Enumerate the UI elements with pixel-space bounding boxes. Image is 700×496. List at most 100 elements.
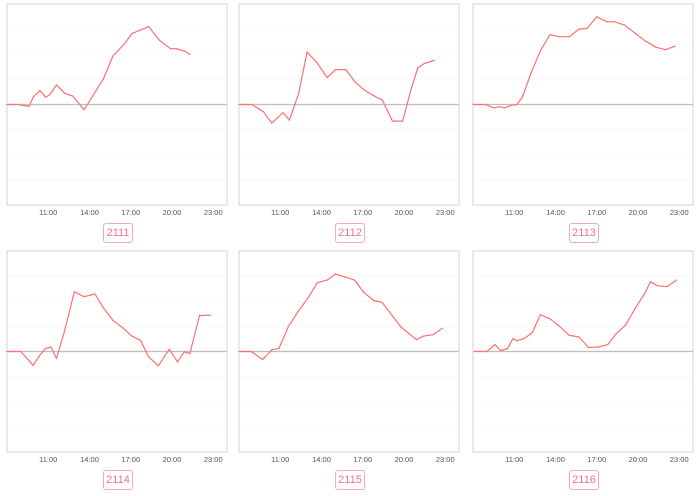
data-point xyxy=(271,122,273,124)
data-point xyxy=(521,96,524,98)
x-tick-label: 14:00 xyxy=(80,208,99,217)
line-chart: 11:00 14:00 17:00 20:00 23:00 xyxy=(472,3,694,217)
data-point xyxy=(498,106,500,108)
data-point xyxy=(578,336,580,338)
data-point xyxy=(539,50,541,52)
data-point xyxy=(607,343,609,346)
x-tick-label: 20:00 xyxy=(395,208,414,217)
data-point xyxy=(139,339,141,341)
data-point xyxy=(623,24,625,26)
x-tick-label: 20:00 xyxy=(629,455,648,464)
data-point xyxy=(334,273,336,275)
data-point xyxy=(625,324,627,326)
series-line xyxy=(7,26,191,111)
data-point xyxy=(675,279,678,281)
data-point xyxy=(209,314,212,316)
data-point xyxy=(391,120,394,122)
data-point xyxy=(148,356,150,358)
data-point xyxy=(504,107,506,109)
data-point xyxy=(278,347,280,350)
data-point xyxy=(271,349,273,351)
x-tick-label: 17:00 xyxy=(587,208,606,217)
data-point xyxy=(516,340,518,342)
data-point xyxy=(175,48,177,50)
chart-panel: 11:00 14:00 17:00 20:00 23:00 2114 xyxy=(6,250,237,496)
data-point xyxy=(568,334,570,337)
line-chart: 11:00 14:00 17:00 20:00 23:00 xyxy=(6,250,228,464)
data-point xyxy=(44,96,47,98)
data-point xyxy=(516,103,518,106)
chart-panel: 11:00 14:00 17:00 20:00 23:00 2112 xyxy=(238,3,469,249)
data-point xyxy=(373,95,375,97)
data-point xyxy=(94,293,96,295)
chart-label-tag: 2116 xyxy=(569,470,599,490)
data-point xyxy=(381,301,383,303)
line-chart: 11:00 14:00 17:00 20:00 23:00 xyxy=(472,250,694,464)
data-point xyxy=(44,347,47,350)
data-point xyxy=(123,43,125,46)
data-point xyxy=(353,279,356,281)
chart-label-tag: 2114 xyxy=(103,470,133,490)
data-point xyxy=(297,93,300,95)
x-tick-label: 14:00 xyxy=(312,208,331,217)
x-tick-label: 23:00 xyxy=(204,208,223,217)
data-point xyxy=(238,350,240,353)
data-point xyxy=(587,346,590,349)
series-line xyxy=(473,16,676,109)
x-tick-label: 23:00 xyxy=(436,208,455,217)
data-point xyxy=(402,120,404,122)
data-point xyxy=(39,354,41,356)
data-point xyxy=(251,103,253,106)
data-point xyxy=(549,318,551,320)
x-tick-label: 11:00 xyxy=(39,455,57,464)
data-point xyxy=(345,68,347,71)
data-point xyxy=(559,325,561,327)
data-point xyxy=(649,281,651,283)
data-point xyxy=(49,94,51,96)
data-point xyxy=(17,103,19,106)
x-tick-label: 11:00 xyxy=(505,208,523,217)
data-point xyxy=(410,88,412,91)
data-point xyxy=(644,292,646,294)
data-point xyxy=(112,55,114,57)
data-point xyxy=(615,333,617,335)
data-point xyxy=(530,73,532,75)
data-point xyxy=(391,314,393,316)
data-point xyxy=(422,335,424,337)
data-point xyxy=(20,350,22,353)
data-point xyxy=(433,59,436,61)
data-point xyxy=(176,361,179,363)
data-point xyxy=(512,338,514,340)
x-tick-label: 14:00 xyxy=(546,455,565,464)
data-point xyxy=(297,310,299,313)
data-point xyxy=(344,276,346,278)
data-point xyxy=(634,307,636,309)
data-point xyxy=(373,299,375,302)
data-point xyxy=(578,28,580,30)
data-point xyxy=(486,350,488,353)
data-point xyxy=(131,32,133,34)
data-point xyxy=(499,349,502,352)
data-point xyxy=(32,364,34,366)
data-point xyxy=(655,46,657,48)
data-point xyxy=(423,62,425,65)
data-point xyxy=(157,365,159,367)
data-point xyxy=(32,96,34,98)
data-point xyxy=(102,307,104,309)
chart-label-tag: 2113 xyxy=(569,223,599,243)
data-point xyxy=(326,77,328,79)
data-point xyxy=(472,103,474,106)
data-point xyxy=(170,48,172,50)
chart-panel: 11:00 14:00 17:00 20:00 23:00 2113 xyxy=(472,3,700,249)
data-point xyxy=(417,67,419,69)
data-point xyxy=(288,119,291,121)
data-point xyxy=(568,36,570,38)
data-point xyxy=(55,84,58,86)
data-point xyxy=(73,291,75,293)
x-tick-label: 20:00 xyxy=(163,455,182,464)
chart-panel: 11:00 14:00 17:00 20:00 23:00 2111 xyxy=(6,3,237,249)
data-point xyxy=(261,358,263,361)
data-point xyxy=(148,26,150,28)
x-tick-label: 23:00 xyxy=(670,455,689,464)
data-point xyxy=(306,51,308,53)
